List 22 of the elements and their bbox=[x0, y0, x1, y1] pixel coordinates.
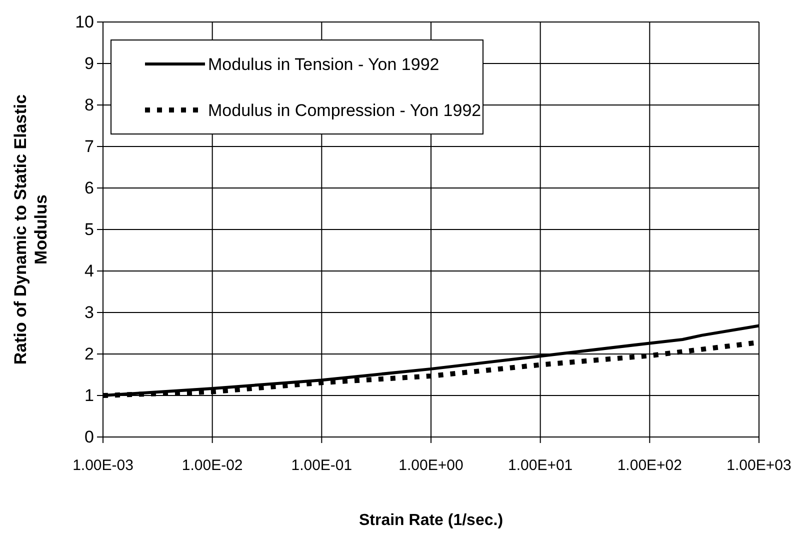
legend-label: Modulus in Tension - Yon 1992 bbox=[208, 54, 440, 74]
legend-label: Modulus in Compression - Yon 1992 bbox=[208, 100, 482, 120]
x-tick-label: 1.00E+02 bbox=[617, 457, 682, 474]
y-tick-label: 6 bbox=[84, 178, 94, 198]
y-tick-label: 4 bbox=[84, 261, 94, 280]
y-tick-label: 8 bbox=[84, 95, 94, 114]
y-tick-label: 5 bbox=[84, 220, 94, 239]
y-tick-label: 1 bbox=[84, 386, 94, 405]
x-tick-label: 1.00E-01 bbox=[291, 457, 352, 474]
y-tick-label: 9 bbox=[84, 54, 94, 73]
y-tick-label: 10 bbox=[75, 12, 94, 32]
y-tick-label: 7 bbox=[84, 136, 94, 156]
y-axis-title: Ratio of Dynamic to Static Elastic Modulus bbox=[11, 94, 50, 365]
x-axis-title: Strain Rate (1/sec.) bbox=[358, 512, 504, 529]
x-tick-label: 1.00E-03 bbox=[72, 457, 134, 474]
y-tick-label: 3 bbox=[84, 302, 94, 322]
x-tick-label: 1.00E+01 bbox=[508, 457, 573, 474]
x-tick-label: 1.00E+03 bbox=[726, 457, 792, 474]
y-tick-label: 2 bbox=[84, 344, 94, 364]
x-tick-label: 1.00E-02 bbox=[182, 457, 243, 474]
x-tick-label: 1.00E+00 bbox=[398, 457, 464, 474]
y-tick-label: 0 bbox=[84, 427, 94, 446]
